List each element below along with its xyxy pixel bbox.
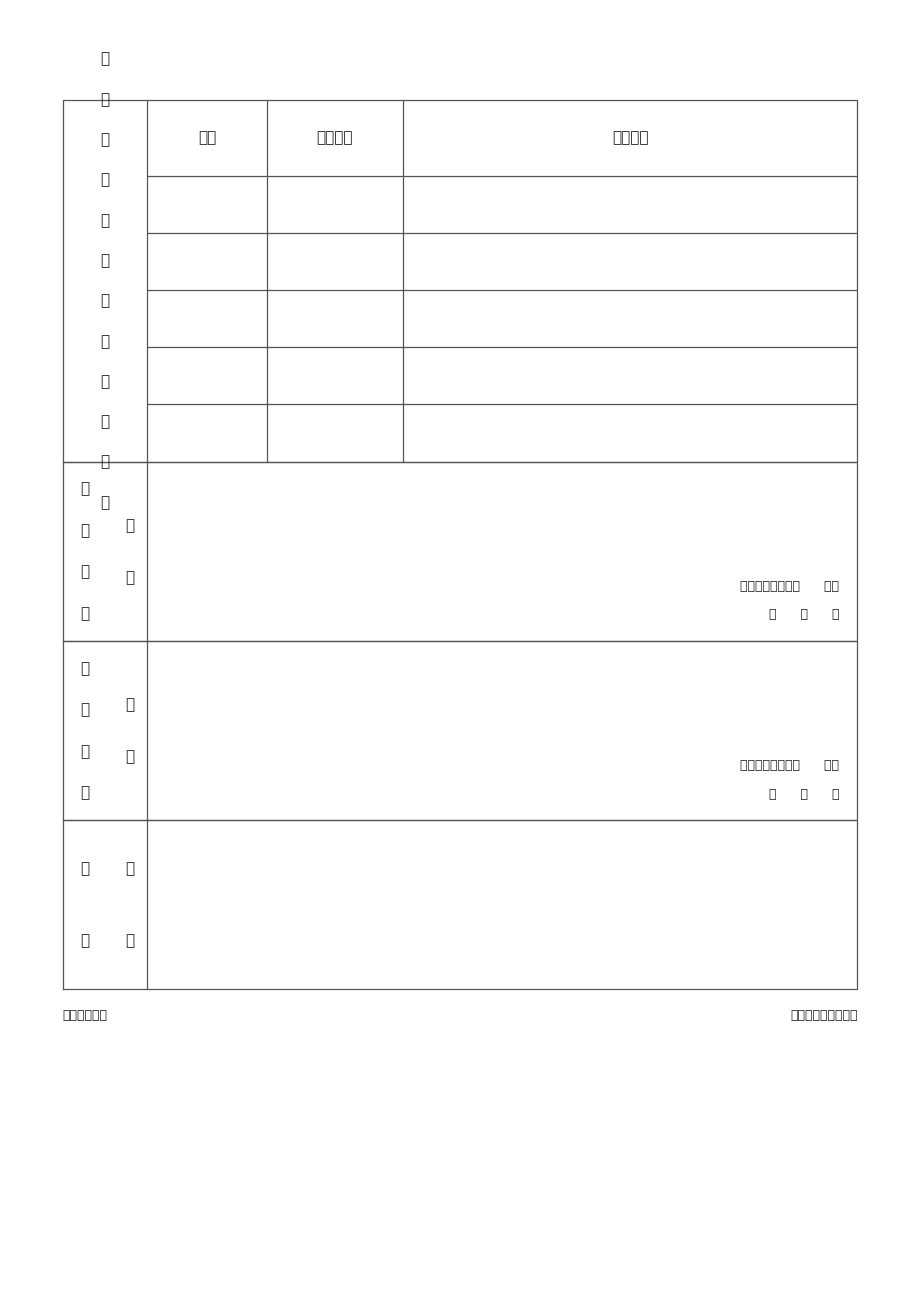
Text: 支: 支 xyxy=(80,785,89,801)
Text: 年      月      日: 年 月 日 xyxy=(767,788,838,801)
Text: 见: 见 xyxy=(125,933,134,948)
Text: 院团姓姓组织部印制: 院团姓姓组织部印制 xyxy=(789,1009,857,1022)
Text: 以: 以 xyxy=(100,133,109,147)
Text: 意: 意 xyxy=(125,697,134,712)
Text: 姓名: 姓名 xyxy=(198,130,216,146)
Text: 主: 主 xyxy=(100,213,109,228)
Text: 意: 意 xyxy=(125,517,134,533)
Text: 意: 意 xyxy=(125,862,134,876)
Text: 任: 任 xyxy=(100,294,109,308)
Text: 支: 支 xyxy=(80,606,89,621)
Text: 团: 团 xyxy=(80,862,89,876)
Text: 见: 见 xyxy=(125,569,134,585)
Text: 团总支书记签字：      公章: 团总支书记签字： 公章 xyxy=(739,580,838,593)
Text: 团: 团 xyxy=(80,523,89,538)
Text: 年      月      日: 年 月 日 xyxy=(767,608,838,621)
Text: 课: 课 xyxy=(100,334,109,348)
Text: 党: 党 xyxy=(80,702,89,718)
Text: 名: 名 xyxy=(100,92,109,107)
Text: 党总支书记签字：      公章: 党总支书记签字： 公章 xyxy=(739,759,838,772)
Text: 上: 上 xyxy=(100,173,109,187)
Text: 系: 系 xyxy=(80,660,89,676)
Text: 见: 见 xyxy=(100,495,109,510)
Text: 教: 教 xyxy=(100,374,109,389)
Text: 委: 委 xyxy=(80,933,89,948)
Text: 见: 见 xyxy=(125,749,134,764)
Text: 此表复印有效: 此表复印有效 xyxy=(62,1009,108,1022)
Text: 申报意见: 申报意见 xyxy=(611,130,648,146)
Text: 总: 总 xyxy=(80,564,89,580)
Text: 三: 三 xyxy=(100,52,109,66)
Text: 意: 意 xyxy=(100,455,109,469)
Text: 师: 师 xyxy=(100,415,109,429)
Text: 要: 要 xyxy=(100,254,109,268)
Text: 所任课程: 所任课程 xyxy=(316,130,353,146)
Text: 总: 总 xyxy=(80,744,89,759)
Text: 系: 系 xyxy=(80,481,89,497)
